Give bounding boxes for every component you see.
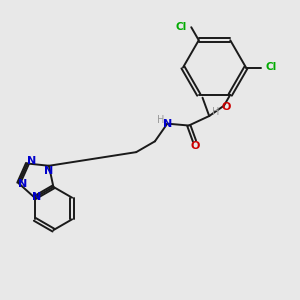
Text: N: N [27,156,36,166]
Text: H: H [157,115,164,125]
Text: N: N [18,179,28,189]
Text: N: N [163,118,172,129]
Text: N: N [44,166,53,176]
Text: N: N [32,192,41,202]
Text: Cl: Cl [266,62,277,73]
Text: O: O [221,102,231,112]
Text: Cl: Cl [175,22,186,32]
Text: H: H [212,107,220,117]
Text: O: O [190,141,200,151]
